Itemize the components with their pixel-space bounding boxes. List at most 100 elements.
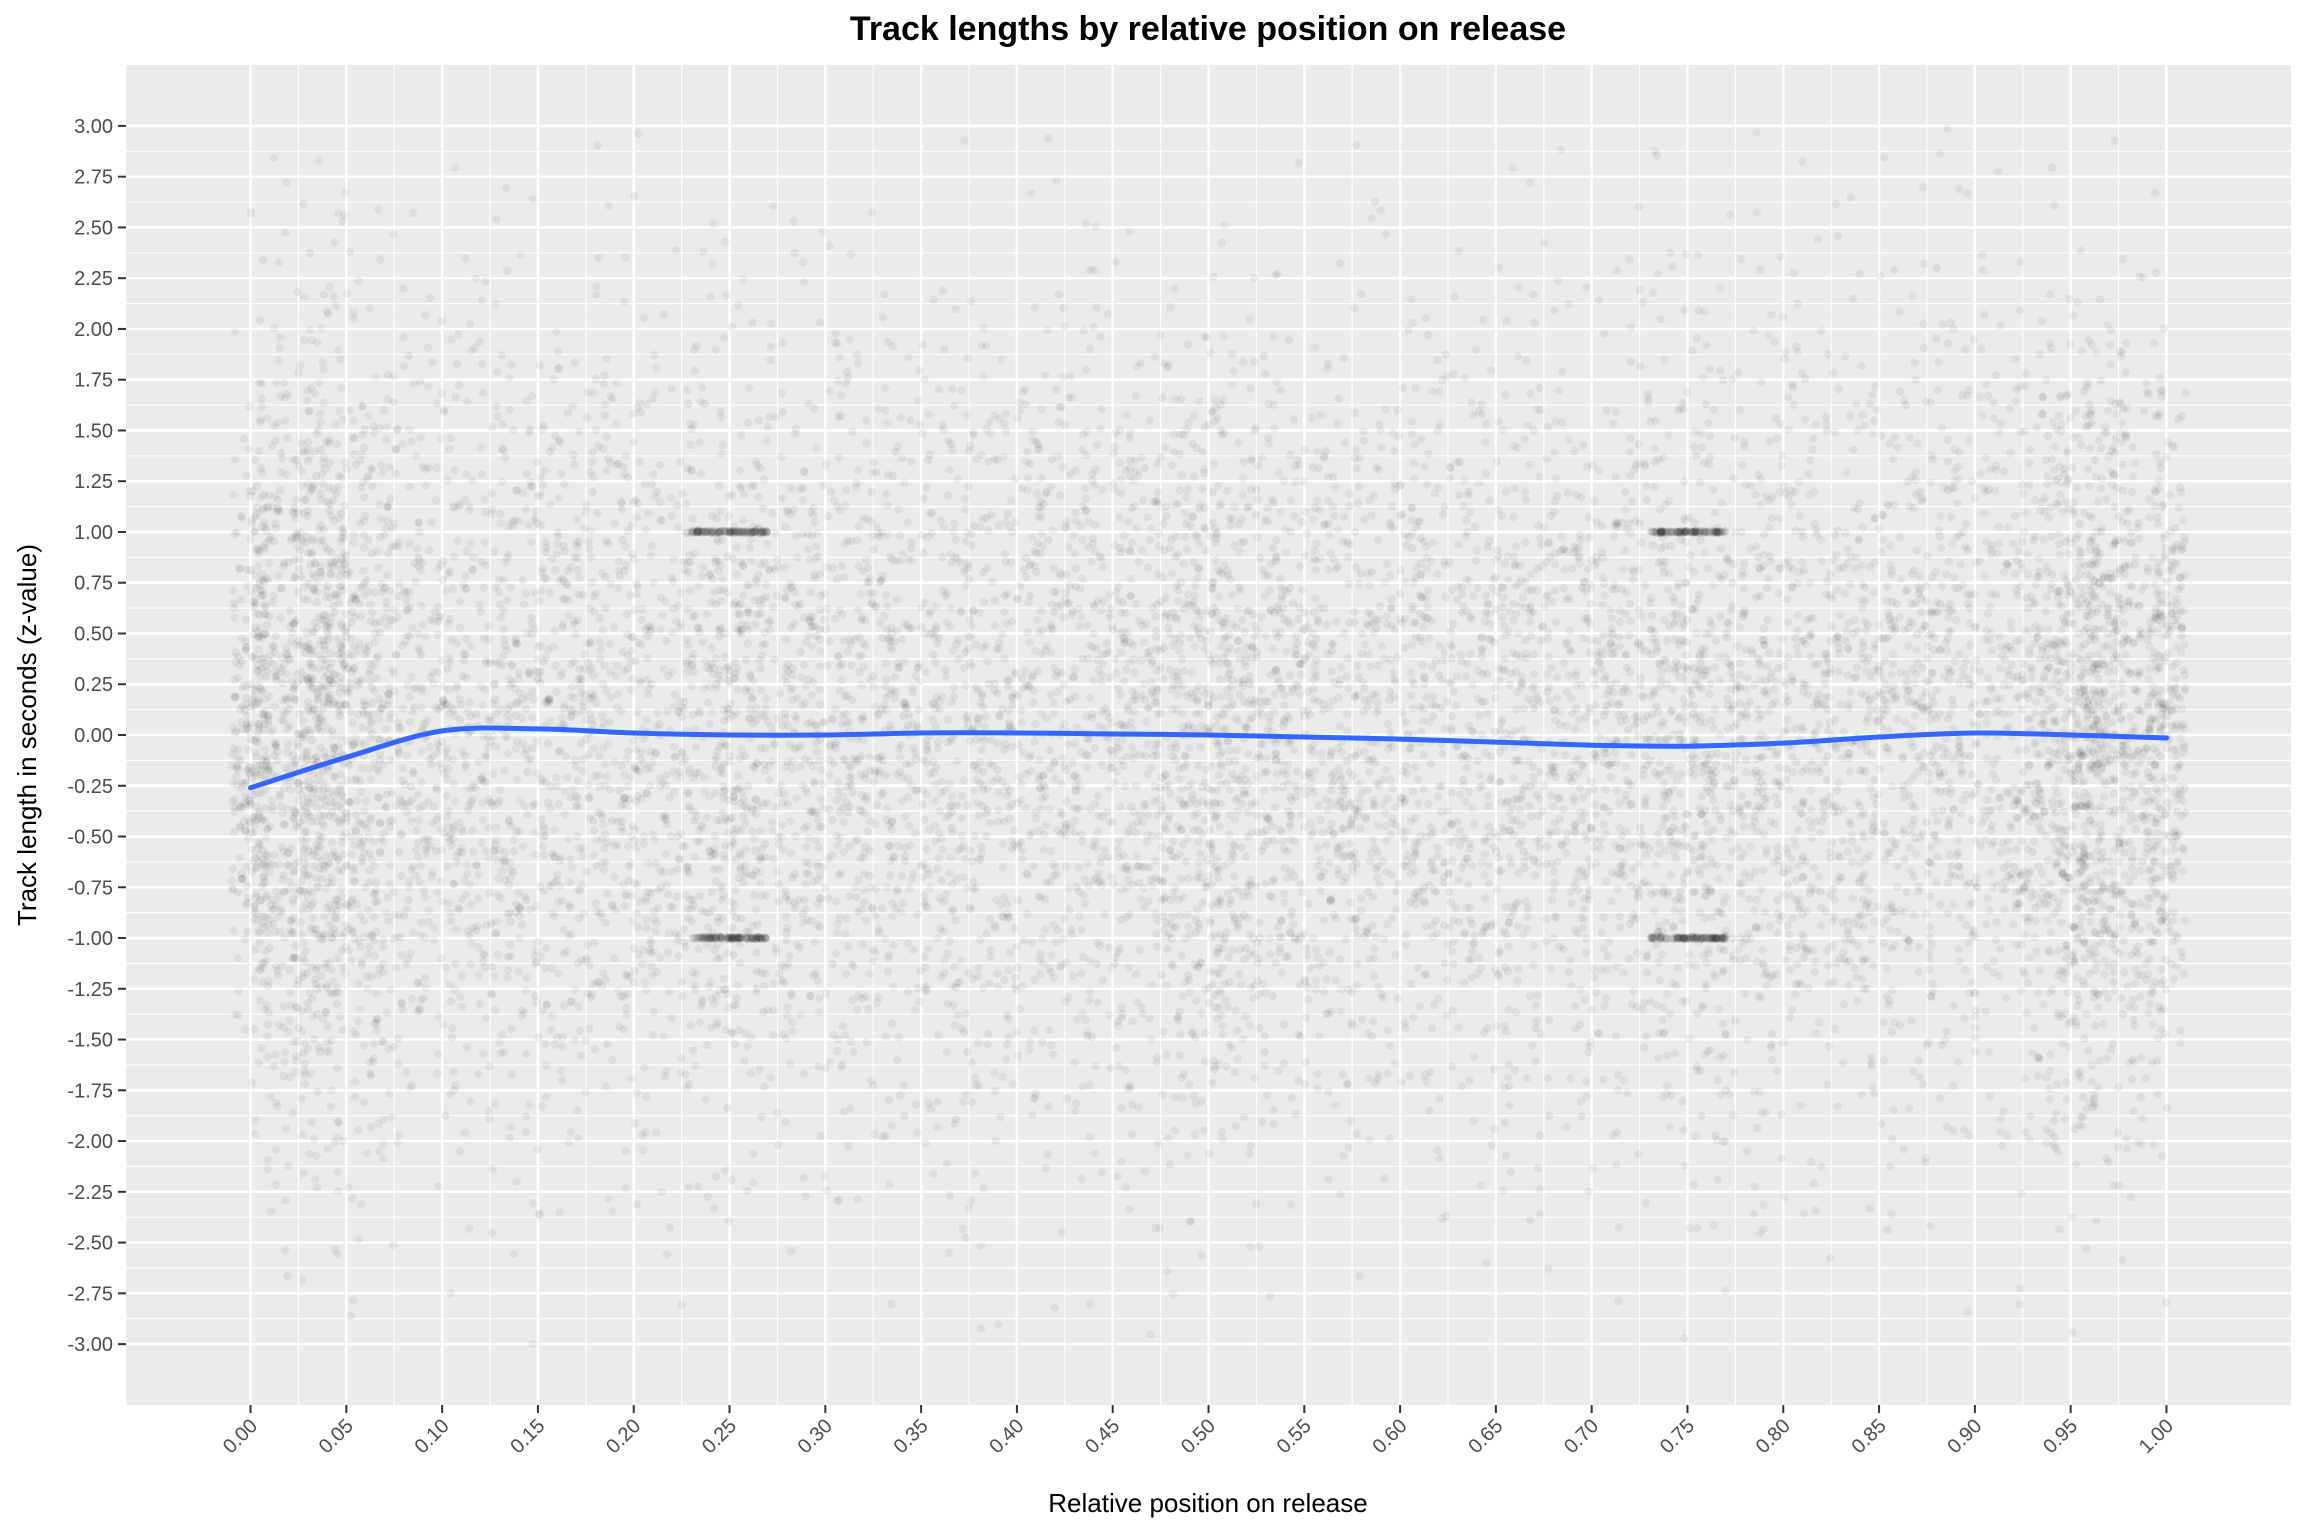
data-point xyxy=(593,141,602,150)
data-point xyxy=(581,507,590,517)
data-point xyxy=(2106,588,2115,597)
data-point xyxy=(2047,532,2056,541)
data-point xyxy=(961,1009,971,1018)
data-point xyxy=(1009,826,1019,835)
data-point xyxy=(1298,626,1307,635)
data-point xyxy=(1662,636,1672,645)
data-point xyxy=(1995,706,2004,716)
data-point xyxy=(403,631,412,640)
data-point xyxy=(574,427,584,436)
data-point xyxy=(1593,1028,1603,1038)
data-point xyxy=(1869,417,1879,426)
data-point xyxy=(1703,1047,1712,1056)
data-point xyxy=(1311,565,1320,574)
data-point xyxy=(256,585,265,594)
data-point xyxy=(1841,636,1851,645)
data-point xyxy=(1739,939,1748,948)
data-point xyxy=(710,831,719,840)
data-point xyxy=(1121,782,1130,791)
data-point xyxy=(2057,602,2066,611)
data-point xyxy=(1183,340,1193,349)
data-point xyxy=(1783,653,1793,662)
data-point xyxy=(294,778,303,787)
data-point xyxy=(1909,503,1918,513)
data-point xyxy=(883,883,892,892)
data-point xyxy=(1041,925,1050,934)
data-point xyxy=(1041,371,1050,380)
data-point xyxy=(1344,579,1354,589)
data-point xyxy=(938,286,948,295)
data-point xyxy=(1379,654,1389,663)
data-point xyxy=(1767,310,1776,320)
data-point xyxy=(1050,862,1060,871)
data-point xyxy=(744,782,753,791)
data-point xyxy=(2132,750,2141,759)
data-point xyxy=(815,685,824,694)
data-point xyxy=(457,844,466,853)
data-point xyxy=(1938,320,1947,329)
data-point xyxy=(1946,318,1955,327)
data-point xyxy=(1191,1033,1200,1042)
data-point xyxy=(2099,792,2109,801)
data-point xyxy=(476,443,485,452)
data-point xyxy=(1022,447,1032,456)
data-point xyxy=(786,1247,796,1256)
data-point xyxy=(776,689,785,698)
data-point xyxy=(490,547,500,556)
data-point xyxy=(1393,653,1402,662)
data-point xyxy=(421,481,431,490)
data-point xyxy=(683,604,693,614)
data-point xyxy=(1263,836,1272,846)
data-point xyxy=(888,471,898,481)
data-point xyxy=(1961,520,1971,529)
data-point xyxy=(2046,344,2056,353)
data-point xyxy=(925,825,934,834)
data-point xyxy=(1182,545,1191,554)
data-point xyxy=(1783,849,1792,858)
data-point xyxy=(883,530,893,540)
data-point xyxy=(1128,1017,1137,1026)
data-point xyxy=(733,981,742,990)
data-point xyxy=(1542,842,1552,851)
data-point xyxy=(2033,1071,2042,1081)
data-point xyxy=(1739,584,1749,593)
data-point xyxy=(826,487,836,496)
data-point xyxy=(1753,1123,1762,1133)
data-point xyxy=(327,965,336,974)
data-point xyxy=(947,800,956,810)
data-point xyxy=(2072,1160,2081,1169)
data-point xyxy=(1374,821,1383,830)
data-point xyxy=(1502,1151,1511,1160)
data-point xyxy=(1450,937,1459,946)
data-point xyxy=(2073,298,2083,307)
data-point xyxy=(1946,870,1955,879)
data-point xyxy=(1843,545,1852,554)
data-point xyxy=(288,684,297,693)
data-point xyxy=(1971,1047,1980,1056)
data-point xyxy=(684,399,693,408)
data-point xyxy=(1626,881,1636,890)
data-point xyxy=(1017,779,1026,788)
data-point xyxy=(552,773,561,782)
data-point xyxy=(1635,519,1645,528)
data-point xyxy=(1582,835,1592,844)
data-point xyxy=(1097,404,1106,414)
data-point xyxy=(857,680,866,690)
data-point xyxy=(1324,519,1333,528)
data-point xyxy=(1461,797,1470,807)
data-point xyxy=(831,329,840,338)
data-point xyxy=(633,582,642,591)
data-point xyxy=(1489,1064,1499,1074)
data-point xyxy=(1987,868,1996,877)
data-point xyxy=(700,684,709,693)
data-point xyxy=(294,368,303,378)
data-point xyxy=(1706,628,1715,638)
data-point xyxy=(1934,358,1943,367)
data-point xyxy=(1235,970,1244,979)
data-point xyxy=(2010,569,2020,579)
data-point xyxy=(1606,896,1616,906)
data-point xyxy=(604,1194,613,1204)
data-point xyxy=(1327,895,1336,904)
data-point xyxy=(881,934,890,944)
data-point xyxy=(869,545,878,554)
